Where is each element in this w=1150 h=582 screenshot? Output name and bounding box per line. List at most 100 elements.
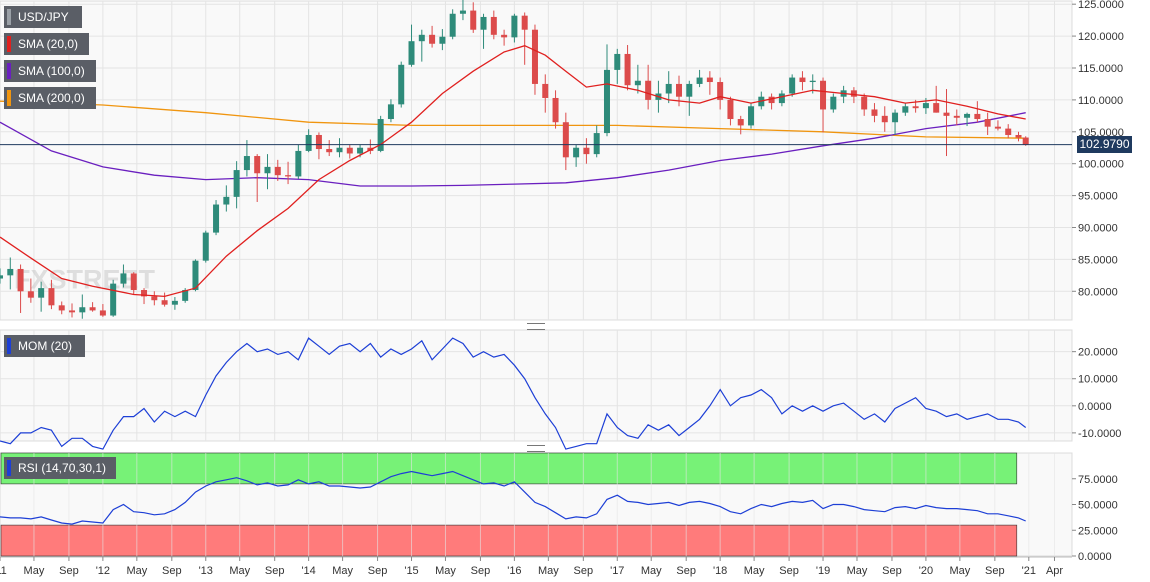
candle-body: [922, 103, 929, 109]
candle-body: [254, 156, 261, 174]
time-axis-label: May: [332, 565, 353, 577]
candle-body: [213, 204, 220, 233]
mom-swatch: [7, 338, 11, 354]
price-axis-label: 105.0000: [1078, 127, 1124, 139]
pane-resize-handle-1[interactable]: [527, 323, 545, 330]
candle-body: [79, 307, 86, 313]
candle-body: [315, 134, 322, 150]
rsi-axis-label: 25.0000: [1078, 525, 1118, 537]
candle-body: [151, 296, 158, 301]
candle-body: [511, 15, 518, 38]
candle-body: [727, 99, 734, 120]
candle-body: [27, 291, 34, 298]
candle-body: [141, 290, 148, 297]
candle-body: [346, 147, 353, 154]
time-axis-label: '14: [301, 565, 315, 577]
symbol-legend[interactable]: USD/JPY: [4, 6, 82, 28]
mom-legend[interactable]: MOM (20): [4, 335, 85, 357]
candle-body: [264, 166, 271, 174]
mom-axis-label: -10.0000: [1078, 428, 1121, 440]
candle-body: [984, 119, 991, 127]
rsi-axis-label: 50.0000: [1078, 500, 1118, 512]
candle-body: [645, 80, 652, 100]
time-axis-label: May: [744, 565, 765, 577]
price-axis-label: 80.0000: [1078, 286, 1118, 298]
sma100-swatch: [7, 63, 11, 79]
pane-resize-handle-2[interactable]: [527, 445, 545, 452]
candle-body: [717, 82, 724, 100]
candle-body: [274, 166, 281, 176]
candle-body: [459, 10, 466, 14]
candle-body: [696, 77, 703, 84]
sma200-legend[interactable]: SMA (200,0): [4, 87, 96, 109]
rsi-pane: 75.0000 50.0000 25.0000 0.0000: [0, 452, 1118, 563]
time-axis-label: May: [126, 565, 147, 577]
time-axis-label: Sep: [676, 565, 696, 577]
time-axis-label: Sep: [985, 565, 1005, 577]
time-axis-label: '18: [713, 565, 727, 577]
candle-body: [480, 16, 487, 30]
candle-body: [223, 196, 230, 205]
time-axis-label: '20: [919, 565, 933, 577]
candle-body: [1022, 137, 1029, 145]
sma200-line: [0, 100, 1026, 139]
candle-body: [336, 147, 343, 153]
time-axis-label: '21: [1022, 565, 1036, 577]
candle-body: [542, 83, 549, 98]
sma20-legend[interactable]: SMA (20,0): [4, 33, 89, 55]
rsi-overbought-zone: [0, 452, 1018, 485]
candle-body: [69, 310, 76, 313]
time-axis-label: May: [949, 565, 970, 577]
candle-body: [357, 147, 364, 154]
mom-plot-area: [0, 329, 1073, 442]
candle-body: [778, 93, 785, 104]
time-axis-label: '15: [404, 565, 418, 577]
candle-body: [1005, 128, 1012, 135]
time-axis-label: Sep: [882, 565, 902, 577]
rsi-line: [0, 470, 1026, 525]
rsi-axis-label: 75.0000: [1078, 474, 1118, 486]
rsi-oversold-zone: [0, 524, 1018, 557]
price-axis-label: 95.0000: [1078, 191, 1118, 203]
sma100-legend[interactable]: SMA (100,0): [4, 60, 96, 82]
price-axis-label: 85.0000: [1078, 254, 1118, 266]
candle-body: [7, 268, 14, 276]
candle-body: [593, 133, 600, 155]
candle-body: [490, 16, 497, 35]
mom-axis-label: 0.0000: [1078, 401, 1112, 413]
price-pane: 125.0000 120.0000 115.0000 110.0000 105.0000…: [0, 0, 1124, 321]
candle-body: [531, 29, 538, 84]
rsi-label: RSI (14,70,30,1): [18, 461, 107, 475]
candle-body: [634, 80, 641, 86]
candle-body: [470, 10, 477, 30]
price-axis-label: 90.0000: [1078, 222, 1118, 234]
time-axis-label: Sep: [368, 565, 388, 577]
candle-body: [974, 113, 981, 120]
candle-body: [881, 115, 888, 123]
candle-body: [850, 90, 857, 97]
candle-body: [676, 83, 683, 97]
candle-body: [38, 288, 45, 298]
price-axis-label: 110.0000: [1078, 95, 1123, 107]
symbol-label: USD/JPY: [18, 10, 69, 24]
time-axis-label: Sep: [59, 565, 79, 577]
candle-body: [387, 104, 394, 120]
candle-body: [665, 83, 672, 94]
candle-body: [439, 36, 446, 44]
candle-body: [99, 310, 106, 316]
time-axis-label: Sep: [574, 565, 594, 577]
candle-body: [521, 15, 528, 30]
sma200-label: SMA (200,0): [18, 91, 85, 105]
candle-body: [285, 175, 292, 177]
mom-axis-label: 10.0000: [1078, 374, 1118, 386]
candle-body: [377, 119, 384, 151]
rsi-swatch: [7, 460, 11, 476]
rsi-legend[interactable]: RSI (14,70,30,1): [4, 457, 116, 479]
candle-body: [624, 53, 631, 86]
candle-body: [182, 290, 189, 301]
candle-body: [202, 232, 209, 261]
time-axis-label: Sep: [779, 565, 799, 577]
price-axis-label: 115.0000: [1078, 63, 1123, 75]
candle-body: [429, 34, 436, 44]
